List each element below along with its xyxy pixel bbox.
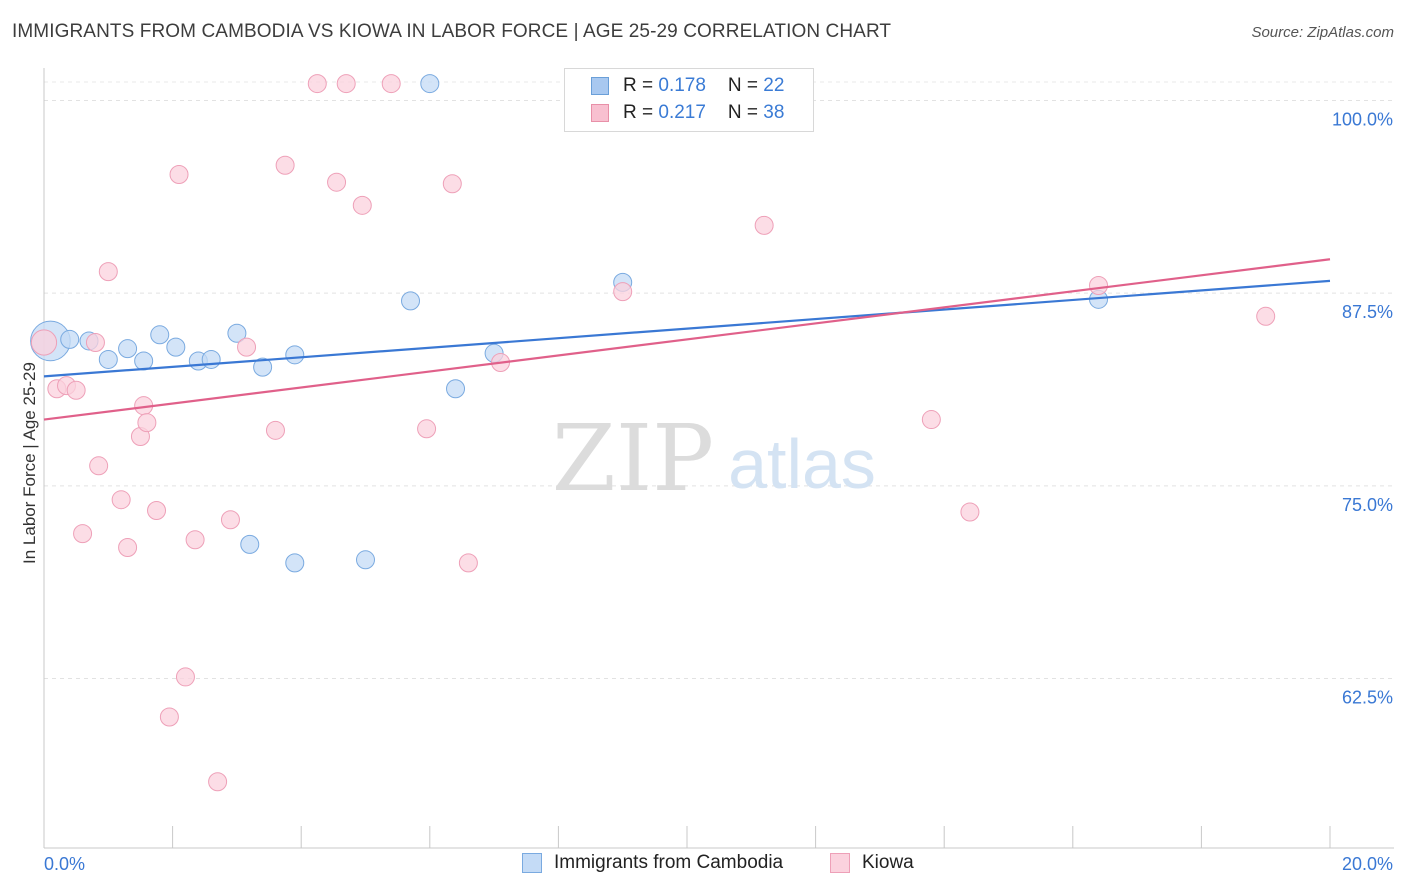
point-kiowa xyxy=(275,155,295,175)
point-kiowa xyxy=(208,772,228,792)
point-kiowa xyxy=(118,537,138,557)
n-value: 38 xyxy=(763,102,785,123)
point-kiowa xyxy=(175,667,195,687)
r-label: R = xyxy=(623,75,659,96)
point-kiowa xyxy=(73,524,93,544)
stats-swatch-kiowa xyxy=(591,104,609,122)
point-kiowa xyxy=(147,500,167,520)
watermark-atlas: atlas xyxy=(728,425,876,503)
source-label: Source: ZipAtlas.com xyxy=(1251,24,1394,41)
point-cambodia xyxy=(118,339,138,359)
point-kiowa xyxy=(237,337,257,357)
watermark: ZIP atlas xyxy=(552,405,876,512)
point-cambodia xyxy=(60,329,80,349)
point-cambodia xyxy=(446,379,466,399)
chart-title: IMMIGRANTS FROM CAMBODIA VS KIOWA IN LAB… xyxy=(12,21,892,42)
point-kiowa xyxy=(960,502,980,522)
stats-text-cambodia: R = 0.178 N = 22 xyxy=(623,75,784,97)
point-kiowa xyxy=(921,410,941,430)
point-cambodia xyxy=(227,323,247,343)
r-label: R = xyxy=(623,102,659,123)
point-kiowa xyxy=(185,530,205,550)
point-kiowa xyxy=(111,490,131,510)
y-tick-label: 75.0% xyxy=(1342,495,1393,515)
point-kiowa xyxy=(1089,275,1109,295)
y-tick-label: 87.5% xyxy=(1342,302,1393,322)
data-points xyxy=(30,74,1276,792)
axes xyxy=(43,68,1394,849)
point-kiowa xyxy=(381,74,401,94)
point-cambodia xyxy=(201,349,221,369)
point-kiowa xyxy=(169,165,189,185)
point-cambodia xyxy=(134,351,154,371)
gridlines xyxy=(44,81,1394,679)
n-label: N = xyxy=(727,102,764,123)
point-kiowa xyxy=(137,413,157,433)
point-cambodia xyxy=(253,357,273,377)
point-kiowa xyxy=(66,380,86,400)
r-value: 0.178 xyxy=(658,75,706,96)
point-kiowa xyxy=(417,419,437,439)
point-kiowa xyxy=(352,195,372,215)
point-kiowa xyxy=(458,553,478,573)
point-cambodia xyxy=(420,74,440,94)
point-kiowa xyxy=(220,510,240,530)
point-cambodia xyxy=(356,550,375,570)
trend-line-kiowa xyxy=(43,258,1331,421)
trend-lines xyxy=(43,258,1331,421)
tick-labels: 100.0% 87.5% 75.0% 62.5% 0.0% 20.0% xyxy=(44,110,1393,874)
point-kiowa xyxy=(442,174,462,194)
point-kiowa xyxy=(265,420,285,440)
point-kiowa xyxy=(307,74,327,94)
point-cambodia xyxy=(98,349,118,369)
x-tick-label: 20.0% xyxy=(1342,854,1393,874)
stats-box: R = 0.178 N = 22 R = 0.217 N = 38 xyxy=(564,68,814,132)
y-tick-label: 100.0% xyxy=(1332,110,1393,130)
stats-text-kiowa: R = 0.217 N = 38 xyxy=(623,102,784,124)
point-kiowa xyxy=(327,172,347,192)
y-tick-label: 62.5% xyxy=(1342,687,1393,707)
point-cambodia xyxy=(285,345,305,365)
point-cambodia xyxy=(285,553,305,573)
point-kiowa xyxy=(85,332,105,352)
point-kiowa xyxy=(159,707,179,727)
point-kiowa xyxy=(613,282,633,302)
legend-swatch-cambodia xyxy=(522,853,542,873)
x-tick-label: 0.0% xyxy=(44,854,85,874)
point-kiowa xyxy=(754,215,774,235)
point-kiowa xyxy=(1256,306,1276,326)
legend-label-kiowa: Kiowa xyxy=(862,852,914,873)
point-kiowa xyxy=(336,74,356,94)
watermark-zip: ZIP xyxy=(552,405,714,512)
r-value: 0.217 xyxy=(658,102,706,123)
point-kiowa xyxy=(98,262,118,282)
point-kiowa xyxy=(89,456,109,476)
stats-swatch-cambodia xyxy=(591,77,609,95)
legend-label-cambodia: Immigrants from Cambodia xyxy=(554,852,784,873)
point-cambodia xyxy=(401,291,421,311)
point-cambodia xyxy=(240,534,260,554)
n-value: 22 xyxy=(763,75,785,96)
point-cambodia xyxy=(150,325,170,345)
n-label: N = xyxy=(727,75,764,96)
point-kiowa xyxy=(30,329,58,356)
trend-line-cambodia xyxy=(43,279,1331,378)
legend-swatch-kiowa xyxy=(830,853,850,873)
point-cambodia xyxy=(166,337,186,357)
